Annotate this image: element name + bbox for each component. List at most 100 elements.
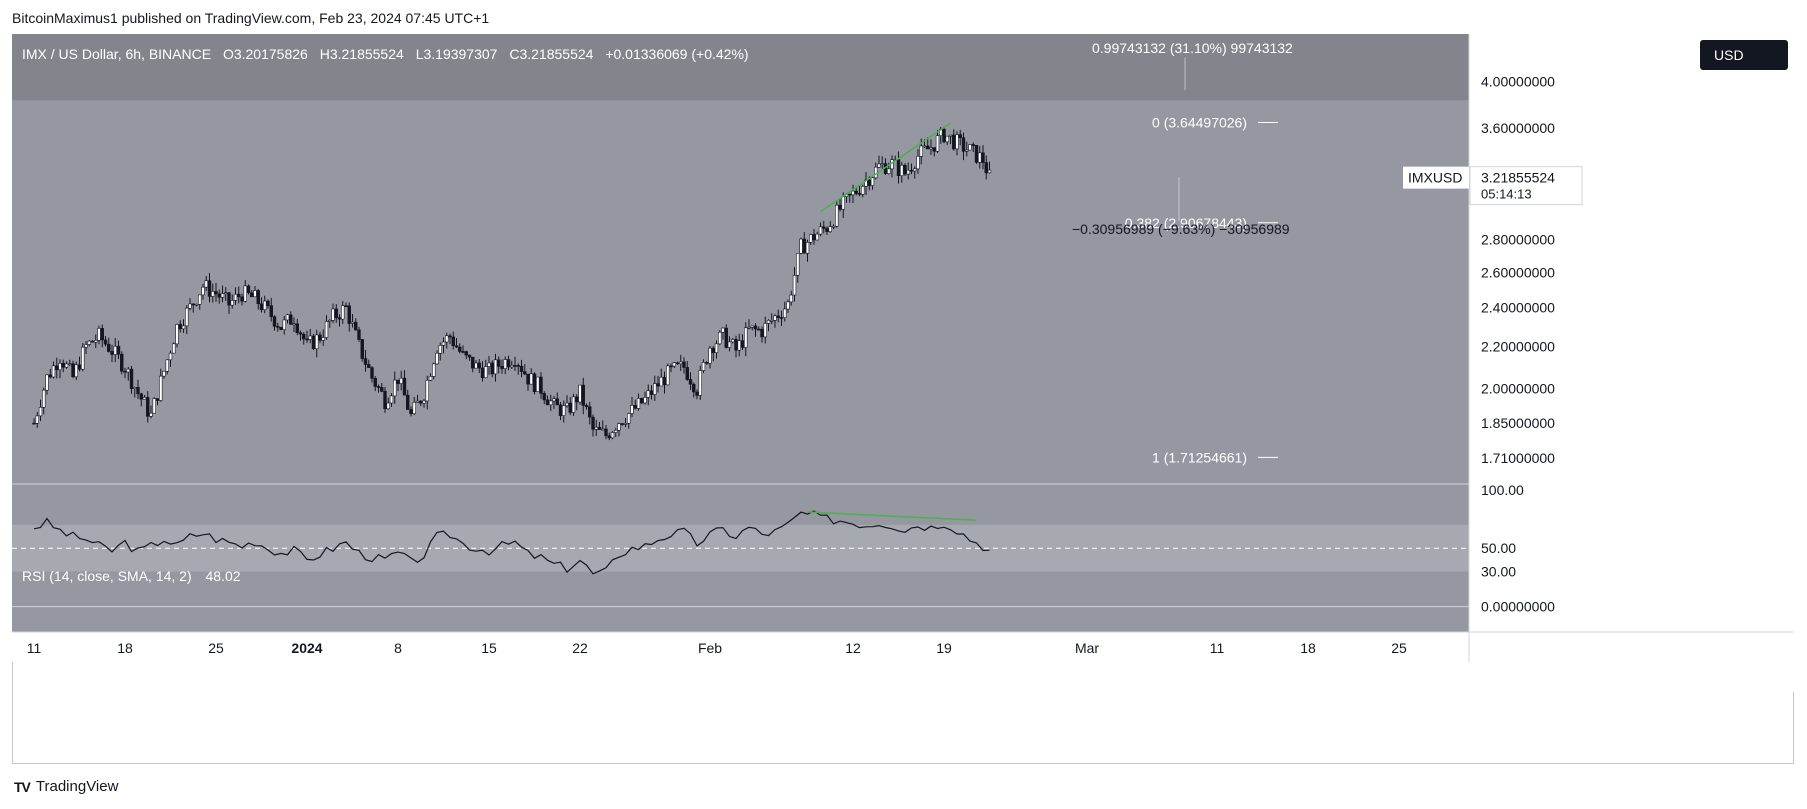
candle-body bbox=[227, 292, 231, 306]
candle-body bbox=[334, 308, 338, 318]
candle-body bbox=[146, 397, 150, 417]
candle-body bbox=[568, 402, 572, 413]
candle-body bbox=[269, 305, 273, 317]
candle-body bbox=[783, 308, 787, 318]
price-axis-label: 2.60000000 bbox=[1481, 264, 1555, 280]
candle-body bbox=[289, 314, 293, 325]
candle-body bbox=[643, 397, 647, 404]
legend-low: 3.19397307 bbox=[423, 46, 498, 62]
candle-body bbox=[415, 400, 420, 403]
candle-body bbox=[396, 379, 400, 384]
candle-body bbox=[360, 339, 364, 359]
candle-body bbox=[71, 363, 75, 378]
time-axis-label: 12 bbox=[845, 640, 861, 656]
candle-body bbox=[350, 321, 355, 324]
candle-body bbox=[932, 147, 936, 152]
candle-body bbox=[714, 343, 719, 354]
candle-body bbox=[74, 364, 78, 378]
candle-body bbox=[705, 361, 709, 364]
candle-body bbox=[191, 303, 195, 306]
candle-body bbox=[386, 402, 390, 410]
candle-body bbox=[604, 428, 608, 437]
candle-body bbox=[617, 423, 621, 431]
tradingview-brand[interactable]: TV TradingView bbox=[14, 778, 118, 795]
time-axis-label: 18 bbox=[117, 640, 133, 656]
time-axis-label: 11 bbox=[27, 640, 42, 656]
candle-body bbox=[581, 384, 585, 406]
candle-body bbox=[669, 365, 673, 368]
rsi-axis-label: 30.00 bbox=[1481, 564, 1516, 580]
candle-body bbox=[207, 280, 212, 297]
candle-body bbox=[948, 134, 953, 137]
candle-body bbox=[903, 164, 907, 175]
candle-body bbox=[471, 356, 475, 369]
candle-body bbox=[536, 376, 540, 392]
candle-body bbox=[389, 395, 394, 404]
candle-body bbox=[279, 326, 283, 330]
price-axis-label: 3.60000000 bbox=[1481, 120, 1555, 136]
candle-body bbox=[623, 422, 628, 425]
candle-body bbox=[737, 340, 741, 351]
candle-body bbox=[584, 405, 589, 408]
candle-body bbox=[448, 335, 452, 338]
candle-body bbox=[870, 177, 875, 186]
rsi-line bbox=[33, 510, 990, 575]
currency-button[interactable]: USD bbox=[1700, 40, 1788, 70]
candle-body bbox=[597, 426, 602, 430]
candle-body bbox=[565, 402, 569, 406]
candle-body bbox=[900, 164, 904, 176]
candle-body bbox=[152, 398, 156, 414]
candle-body bbox=[347, 305, 351, 324]
candle-body bbox=[630, 405, 634, 414]
candle-body bbox=[94, 340, 98, 343]
price-tag-symbol-bg bbox=[1403, 166, 1469, 189]
candle-body bbox=[831, 225, 836, 228]
candle-body bbox=[344, 305, 348, 308]
candle-body bbox=[116, 345, 121, 355]
candle-body bbox=[562, 405, 566, 416]
candle-body bbox=[487, 362, 491, 367]
candle-body bbox=[542, 393, 546, 401]
candle-body bbox=[162, 370, 166, 377]
candle-body bbox=[503, 359, 507, 369]
candle-body bbox=[971, 144, 975, 146]
candle-body bbox=[432, 363, 436, 377]
rsi-legend-label: RSI (14, close, SMA, 14, 2) bbox=[22, 568, 192, 584]
candle-body bbox=[422, 400, 426, 404]
candle-body bbox=[614, 429, 618, 433]
legend-close: 3.21855524 bbox=[519, 46, 594, 62]
candle-body bbox=[204, 280, 208, 288]
candle-body bbox=[575, 396, 579, 403]
measure-annotation: −0.30956989 (−9.63%) −30956989 bbox=[1072, 221, 1290, 237]
time-axis-label: 18 bbox=[1300, 640, 1316, 656]
candle-body bbox=[516, 365, 520, 367]
candle-body bbox=[68, 363, 72, 366]
legend-open-label: O bbox=[222, 46, 234, 62]
candle-body bbox=[747, 327, 751, 329]
candle-body bbox=[750, 325, 754, 328]
chart-svg[interactable]: 0 (3.64497026) 0.382 (2.90678443) 1 (1.712… bbox=[12, 34, 1794, 764]
candle-body bbox=[734, 339, 738, 351]
candle-body bbox=[250, 292, 254, 298]
candle-body bbox=[607, 435, 611, 439]
price-axis-label: 2.40000000 bbox=[1481, 300, 1555, 316]
candle-body bbox=[399, 377, 403, 384]
candle-body bbox=[233, 293, 238, 301]
candle-body bbox=[555, 398, 559, 406]
candle-body bbox=[692, 383, 696, 393]
candle-body bbox=[539, 376, 543, 394]
candle-body bbox=[55, 365, 59, 371]
candle-body bbox=[425, 380, 429, 402]
candle-body bbox=[701, 361, 706, 371]
upper-band bbox=[12, 34, 1469, 101]
legend-high-label: H bbox=[319, 46, 330, 62]
candle-body bbox=[851, 190, 855, 196]
candle-body bbox=[662, 376, 667, 386]
candle-body bbox=[861, 186, 865, 195]
candle-body bbox=[887, 168, 891, 174]
candle-body bbox=[464, 351, 468, 356]
time-axis-label: 25 bbox=[208, 640, 224, 656]
rsi-axis-label: 50.00 bbox=[1481, 540, 1516, 556]
candle-body bbox=[896, 159, 901, 176]
candle-body bbox=[341, 305, 345, 320]
